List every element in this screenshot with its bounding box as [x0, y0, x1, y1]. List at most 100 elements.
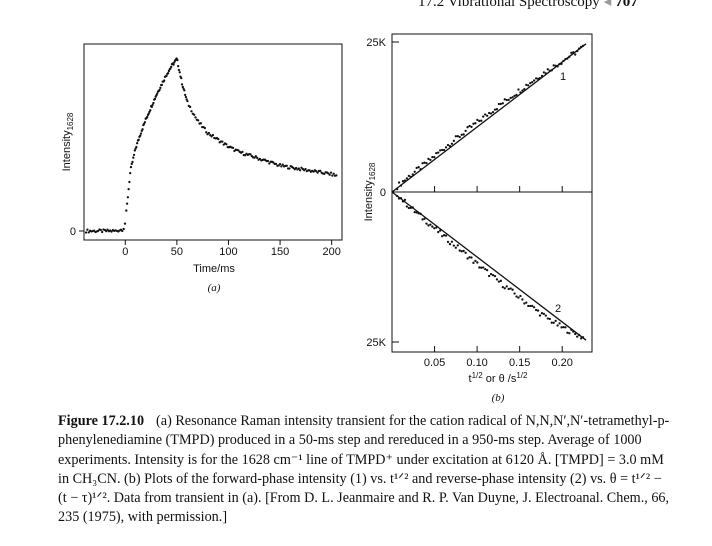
panel-b-point-series-2: [487, 274, 491, 278]
panel-a-point: [274, 162, 278, 166]
panel-b-point-series-1: [456, 135, 459, 138]
panel-b-point-series-2: [536, 309, 540, 312]
panel-b-y-tick-label: 25K: [366, 337, 386, 349]
panel-a-point: [125, 209, 128, 212]
panel-b-point-series-1: [415, 166, 418, 170]
panel-b-point-series-1: [550, 69, 553, 72]
panel-a-point: [122, 227, 125, 231]
panel-b-point-series-1: [431, 155, 434, 159]
panel-b-frame: [391, 33, 593, 353]
panel-b-point-series-1: [556, 65, 559, 68]
panel-a-point: [84, 231, 88, 234]
panel-b-point-series-1: [523, 87, 526, 91]
panel-a-x-tick-label: 50: [171, 246, 183, 258]
panel-a-data-points: [84, 57, 338, 234]
panel-a-point: [319, 169, 322, 173]
panel-a-point: [190, 110, 193, 113]
running-head-section: 17.2 Vibrational Spectroscopy: [418, 0, 600, 10]
panel-b-point-series-2: [531, 304, 534, 308]
panel-a-y-axis-title-main: Intensity: [61, 130, 73, 171]
panel-b-point-series-1: [546, 68, 549, 71]
panel-a-point: [99, 228, 102, 232]
panel-a-point: [152, 101, 155, 105]
panel-a-point: [86, 228, 89, 231]
panel-b-x-axis-title-t: t: [469, 373, 472, 385]
panel-a-point: [129, 165, 133, 169]
panel-b-point-series-1: [513, 94, 516, 98]
panel-b-point-series-2: [444, 234, 448, 237]
panel-a-point: [133, 149, 136, 152]
panel-b-point-series-2: [568, 332, 571, 335]
panel-a-point: [170, 65, 173, 69]
panel-a-point: [197, 119, 200, 122]
panel-b-point-series-1: [446, 143, 450, 147]
panel-b-point-series-1: [519, 91, 522, 94]
panel-a-point: [158, 88, 161, 92]
panel-b-point-series-2: [456, 244, 459, 247]
panel-b-point-series-2: [474, 259, 477, 263]
panel-a-point: [165, 74, 168, 77]
panel-b-point-series-1: [511, 96, 514, 99]
panel-a: 0 50 100 150 200 0 Time/ms Intensity1628 (a): [61, 43, 343, 294]
panel-b-point-series-2: [450, 240, 454, 243]
panel-b-point-series-2: [505, 285, 508, 288]
panel-a-point: [199, 122, 203, 125]
panel-b-point-series-1: [419, 168, 422, 171]
panel-b-point-series-2: [460, 250, 463, 253]
panel-b-point-series-2: [421, 218, 424, 221]
figure-caption-label: Figure 17.2.10: [58, 413, 145, 429]
figure-caption: Figure 17.2.10 (a) Resonance Raman intens…: [58, 412, 672, 528]
panel-a-point: [150, 105, 154, 108]
panel-b-point-series-1: [495, 108, 499, 111]
panel-b-point-series-2: [476, 261, 479, 264]
panel-a-point: [159, 86, 162, 89]
panel-b-point-series-1: [507, 98, 510, 102]
panel-a-point: [132, 153, 136, 157]
panel-b-point-series-2: [442, 234, 446, 237]
panel-b-point-series-2: [534, 308, 538, 312]
panel-b-point-series-2: [538, 314, 542, 317]
panel-a-point: [184, 95, 188, 99]
panel-a-point: [101, 230, 104, 234]
panel-a-x-tick-label: 200: [323, 246, 341, 258]
panel-a-point: [127, 187, 130, 191]
panel-b-point-series-2: [499, 279, 502, 282]
panel-b-point-series-2: [472, 261, 475, 264]
panel-b-point-series-1: [480, 119, 483, 122]
panel-b-point-series-1: [442, 148, 446, 152]
panel-b-point-series-2: [489, 272, 493, 276]
panel-a-point: [183, 93, 187, 97]
panel-a-label: (a): [208, 282, 221, 294]
panel-b-point-series-2: [501, 285, 504, 289]
panel-a-y-axis-title-sub: 1628: [66, 112, 75, 130]
panel-a-point: [299, 169, 302, 172]
panel-b-point-series-1: [460, 133, 463, 136]
panel-b-point-series-1: [466, 126, 469, 129]
panel-a-point: [335, 174, 338, 177]
panel-b-point-series-2: [570, 328, 573, 331]
panel-b-point-series-1: [462, 133, 465, 136]
panel-b-point-series-2: [564, 326, 567, 329]
panel-b-y-ticks: 25K 0 25K: [366, 37, 399, 349]
curve-label-2: 2: [555, 303, 561, 315]
panel-b-point-series-1: [437, 151, 440, 154]
panel-a-point: [151, 103, 154, 106]
panel-b-point-series-2: [513, 292, 516, 295]
panel-b-point-series-2: [527, 304, 530, 308]
panel-a-point: [244, 154, 247, 157]
panel-b-point-series-2: [554, 319, 557, 323]
panel-b-point-series-1: [399, 184, 403, 187]
panel-a-x-ticks: 0 50 100 150 200: [122, 240, 341, 258]
panel-b-point-series-1: [542, 71, 546, 74]
panel-a-point: [126, 196, 130, 199]
panel-b-point-series-2: [529, 304, 532, 308]
panel-b-point-series-2: [454, 246, 457, 249]
panel-b-x-tick-label: 0.20: [552, 357, 573, 369]
panel-b-x-axis-title-exp2: 1/2: [516, 371, 528, 380]
panel-a-point: [180, 83, 184, 86]
panel-a-point: [304, 167, 307, 171]
panel-a-point: [131, 160, 134, 164]
panel-b-point-series-2: [429, 223, 432, 226]
panel-b-point-series-1: [501, 102, 504, 105]
panel-a-point: [147, 112, 150, 115]
